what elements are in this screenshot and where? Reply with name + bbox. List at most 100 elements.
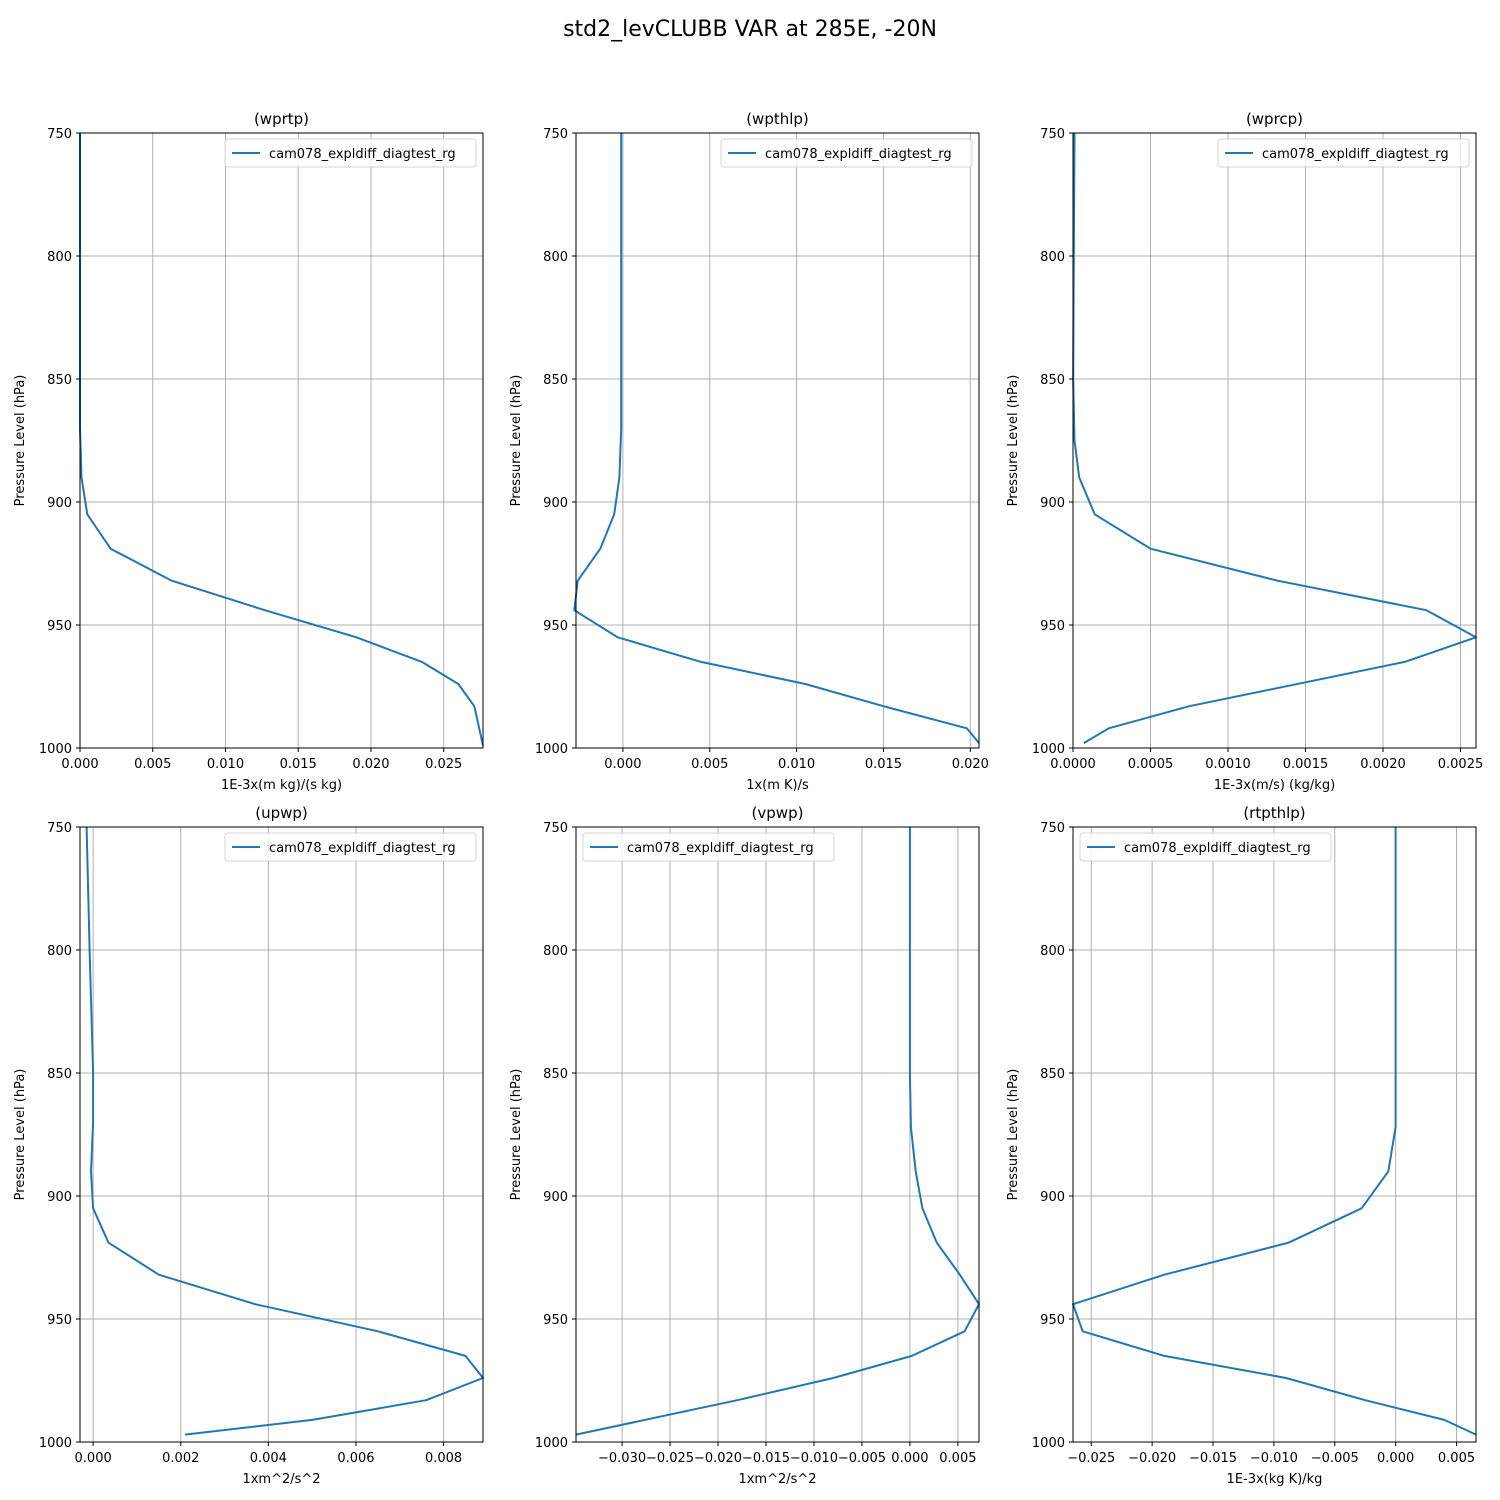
y-tick-label: 750 bbox=[1040, 821, 1065, 836]
legend-label: cam078_expldiff_diagtest_rg bbox=[765, 147, 952, 162]
x-tick-label: 0.025 bbox=[425, 757, 462, 772]
x-tick-label: 0.006 bbox=[337, 1451, 374, 1466]
legend-label: cam078_expldiff_diagtest_rg bbox=[269, 147, 456, 162]
y-tick-label: 850 bbox=[543, 373, 568, 388]
axes-frame bbox=[575, 826, 980, 1443]
y-tick-label: 850 bbox=[1040, 373, 1065, 388]
y-tick-label: 800 bbox=[47, 944, 72, 959]
x-axis-label: 1xm^2/s^2 bbox=[242, 1472, 320, 1487]
y-axis-label: Pressure Level (hPa) bbox=[1006, 375, 1021, 507]
figure-title: std2_levCLUBB VAR at 285E, -20N bbox=[563, 17, 937, 42]
x-tick-label: 0.008 bbox=[425, 1451, 462, 1466]
x-tick-label: 0.005 bbox=[939, 1451, 976, 1466]
series-line bbox=[85, 826, 484, 1436]
x-tick-label: −0.010 bbox=[790, 1451, 838, 1466]
y-tick-label: 900 bbox=[543, 1190, 568, 1205]
y-tick-label: 1000 bbox=[535, 1436, 568, 1451]
x-tick-label: 0.0005 bbox=[1128, 757, 1174, 772]
axes-frame bbox=[1072, 826, 1477, 1443]
y-tick-label: 900 bbox=[1040, 496, 1065, 511]
x-tick-label: −0.020 bbox=[1128, 1451, 1176, 1466]
legend-box bbox=[720, 138, 973, 168]
x-tick-label: 0.015 bbox=[865, 757, 902, 772]
subplot-title: (rtpthlp) bbox=[1243, 804, 1305, 822]
y-tick-label: 950 bbox=[543, 619, 568, 634]
y-tick-label: 1000 bbox=[1032, 1436, 1065, 1451]
x-tick-label: −0.005 bbox=[1311, 1451, 1359, 1466]
legend: cam078_expldiff_diagtest_rg bbox=[1079, 832, 1332, 862]
y-tick-label: 1000 bbox=[39, 1436, 72, 1451]
y-tick-label: 800 bbox=[1040, 250, 1065, 265]
y-tick-label: 800 bbox=[543, 944, 568, 959]
y-axis-label: Pressure Level (hPa) bbox=[509, 1069, 524, 1201]
axes-frame bbox=[79, 132, 484, 749]
y-tick-label: 900 bbox=[1040, 1190, 1065, 1205]
series-line bbox=[575, 827, 980, 1436]
y-tick-label: 800 bbox=[47, 250, 72, 265]
x-tick-label: 0.000 bbox=[604, 757, 641, 772]
y-tick-label: 750 bbox=[1040, 127, 1065, 142]
legend: cam078_expldiff_diagtest_rg bbox=[224, 832, 477, 862]
legend: cam078_expldiff_diagtest_rg bbox=[582, 832, 835, 862]
subplot-grid: 0.000 0.005 0.010 0.015 0.020 0.025 750 800 850 9… bbox=[13, 110, 1483, 1487]
x-tick-label: 0.000 bbox=[75, 1451, 112, 1466]
y-axis-label: Pressure Level (hPa) bbox=[13, 375, 28, 507]
subplot-title: (upwp) bbox=[255, 804, 308, 822]
y-tick-label: 850 bbox=[47, 1067, 72, 1082]
subplot-wpthlp: 0.000 0.005 0.010 0.015 0.020 750 800 850 900 950… bbox=[509, 110, 989, 793]
subplot-wprtp: 0.000 0.005 0.010 0.015 0.020 0.025 750 800 850 9… bbox=[13, 110, 484, 793]
x-tick-label: 0.000 bbox=[1377, 1451, 1414, 1466]
subplot-upwp: 0.000 0.002 0.004 0.006 0.008 750 800 850 900 950… bbox=[13, 804, 484, 1487]
y-tick-label: 750 bbox=[543, 127, 568, 142]
legend: cam078_expldiff_diagtest_rg bbox=[720, 138, 973, 168]
x-tick-label: 0.005 bbox=[1438, 1451, 1475, 1466]
subplot-vpwp: −0.030 −0.025 −0.020 −0.015 −0.010 −0.005 0.00… bbox=[509, 804, 980, 1487]
x-tick-label: 0.0020 bbox=[1360, 757, 1406, 772]
x-tick-label: 0.000 bbox=[891, 1451, 928, 1466]
y-tick-label: 800 bbox=[1040, 944, 1065, 959]
y-tick-label: 1000 bbox=[535, 742, 568, 757]
x-axis-label: 1E-3x(kg K)/kg bbox=[1227, 1472, 1323, 1487]
legend-box bbox=[582, 832, 835, 862]
x-tick-label: −0.030 bbox=[598, 1451, 646, 1466]
x-tick-label: 0.000 bbox=[61, 757, 98, 772]
y-tick-label: 900 bbox=[543, 496, 568, 511]
y-tick-label: 750 bbox=[47, 821, 72, 836]
x-tick-label: −0.025 bbox=[1067, 1451, 1115, 1466]
x-tick-label: 0.020 bbox=[952, 757, 989, 772]
legend: cam078_expldiff_diagtest_rg bbox=[224, 138, 477, 168]
subplot-title: (wprtp) bbox=[254, 110, 309, 128]
x-tick-label: −0.015 bbox=[1189, 1451, 1237, 1466]
x-tick-label: 0.0015 bbox=[1283, 757, 1329, 772]
y-tick-label: 850 bbox=[543, 1067, 568, 1082]
subplot-title: (wpthlp) bbox=[746, 110, 809, 128]
y-tick-label: 750 bbox=[543, 821, 568, 836]
legend-label: cam078_expldiff_diagtest_rg bbox=[1262, 147, 1449, 162]
x-tick-label: −0.010 bbox=[1250, 1451, 1298, 1466]
x-axis-label: 1E-3x(m/s) (kg/kg) bbox=[1214, 778, 1335, 793]
y-tick-label: 950 bbox=[47, 619, 72, 634]
y-tick-label: 950 bbox=[543, 1313, 568, 1328]
axes-frame bbox=[575, 132, 980, 749]
legend-box bbox=[1217, 138, 1470, 168]
y-tick-label: 800 bbox=[543, 250, 568, 265]
x-tick-label: 0.004 bbox=[250, 1451, 287, 1466]
x-tick-label: −0.025 bbox=[646, 1451, 694, 1466]
axes-frame bbox=[79, 826, 484, 1443]
legend-label: cam078_expldiff_diagtest_rg bbox=[1124, 841, 1311, 856]
y-tick-label: 850 bbox=[1040, 1067, 1065, 1082]
subplot-title: (wprcp) bbox=[1246, 110, 1303, 128]
y-tick-label: 850 bbox=[47, 373, 72, 388]
series-line bbox=[1072, 827, 1477, 1436]
x-tick-label: 0.020 bbox=[352, 757, 389, 772]
y-tick-label: 900 bbox=[47, 496, 72, 511]
x-tick-label: 0.010 bbox=[207, 757, 244, 772]
y-axis-label: Pressure Level (hPa) bbox=[13, 1069, 28, 1201]
y-tick-label: 950 bbox=[1040, 619, 1065, 634]
x-tick-label: 0.0025 bbox=[1438, 757, 1484, 772]
legend-label: cam078_expldiff_diagtest_rg bbox=[627, 841, 814, 856]
x-axis-label: 1x(m K)/s bbox=[746, 778, 809, 793]
y-axis-label: Pressure Level (hPa) bbox=[509, 375, 524, 507]
